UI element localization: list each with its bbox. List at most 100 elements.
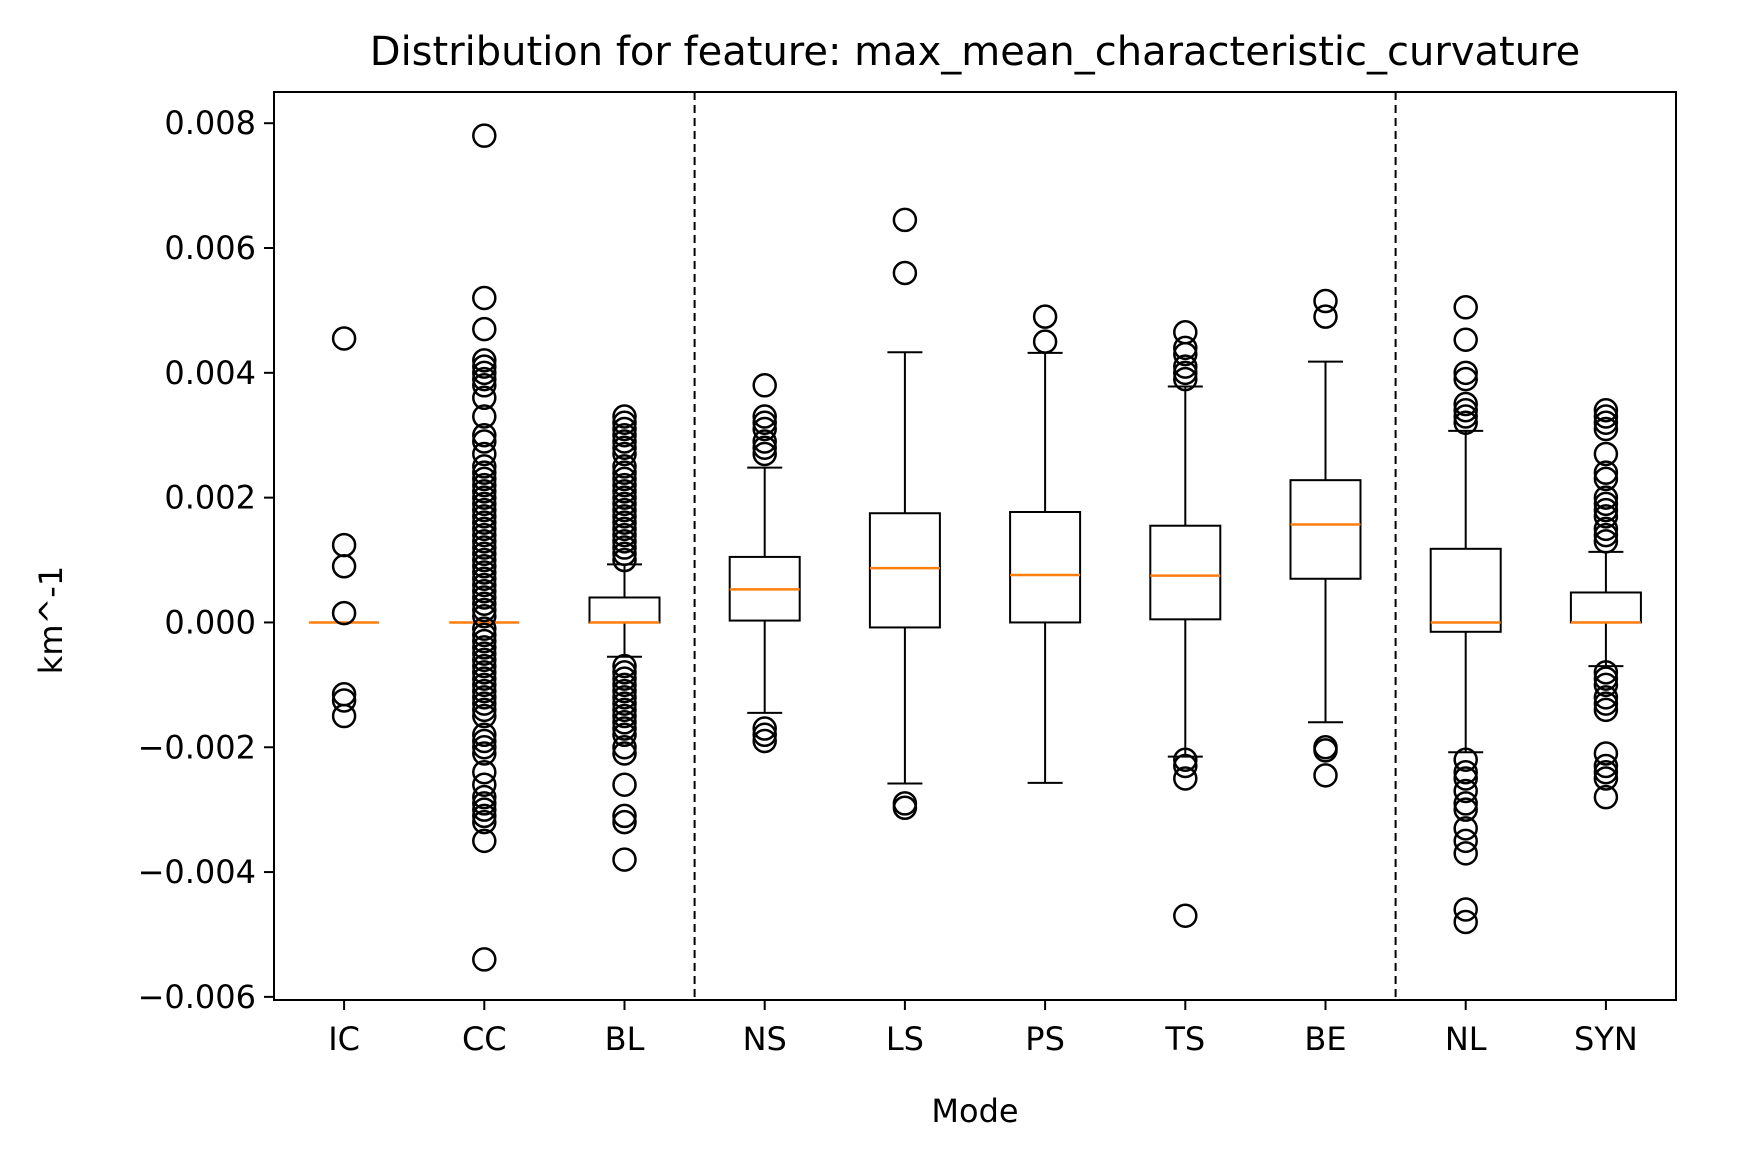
outlier-point [612, 429, 637, 454]
outlier-point [472, 285, 497, 311]
outlier-point [612, 497, 637, 523]
outlier-point [472, 529, 497, 554]
outlier-point [752, 373, 777, 398]
outlier-point [1173, 903, 1198, 929]
x-tick-label: LS [886, 1020, 924, 1058]
outlier-point [612, 672, 637, 698]
outlier-point [1453, 816, 1478, 841]
outlier-point [612, 847, 637, 872]
outlier-point [752, 435, 777, 460]
outlier-point [331, 600, 357, 626]
outlier-point [1032, 304, 1058, 329]
outlier-point [1313, 288, 1338, 314]
outlier-point [612, 435, 637, 460]
outlier-point [472, 578, 497, 604]
outlier-point [1593, 504, 1619, 529]
outlier-point [612, 472, 637, 498]
outlier-point [612, 666, 637, 691]
outlier-point [472, 491, 497, 517]
outlier-point [1453, 410, 1478, 435]
outlier-point [472, 560, 497, 585]
box-iqr [1009, 510, 1082, 624]
outlier-point [612, 522, 637, 548]
outlier-point [472, 585, 497, 610]
outlier-point [1453, 391, 1478, 417]
outlier-point [472, 784, 497, 810]
outlier-point [1313, 304, 1338, 329]
y-tick-label: −0.004 [138, 853, 256, 891]
outlier-point [612, 454, 637, 479]
outlier-point [612, 716, 637, 741]
outlier-point [612, 466, 637, 492]
outlier-point [1453, 797, 1478, 822]
outlier-point [612, 809, 637, 835]
outlier-point [1313, 763, 1338, 788]
outlier-point [1173, 341, 1198, 367]
outlier-point [472, 660, 497, 685]
outlier-point [472, 616, 497, 641]
outlier-point [472, 566, 497, 592]
outlier-point [1593, 666, 1619, 691]
outlier-point [1593, 759, 1619, 785]
outlier-point [1593, 672, 1619, 698]
outlier-point [612, 691, 637, 716]
y-tick-label: 0.002 [164, 479, 256, 517]
outlier-point [1173, 366, 1198, 392]
outlier-point [612, 703, 637, 729]
outlier-point [472, 722, 497, 748]
outlier-point [1593, 491, 1619, 517]
outlier-point [1593, 516, 1619, 542]
outlier-point [612, 678, 637, 704]
outlier-point [472, 123, 497, 148]
y-tick-label: −0.002 [138, 728, 256, 766]
outlier-point [1593, 529, 1619, 554]
outlier-point [472, 516, 497, 542]
outlier-point [612, 504, 637, 529]
outlier-point [472, 591, 497, 616]
outlier-point [612, 410, 637, 435]
outlier-point [612, 541, 637, 567]
outlier-point [472, 728, 497, 754]
outlier-point [1593, 466, 1619, 492]
outlier-point [472, 741, 497, 766]
outlier-point [1173, 766, 1198, 791]
outlier-point [1453, 327, 1478, 352]
outlier-point [612, 485, 637, 510]
outlier-point [1593, 697, 1619, 723]
outlier-point [752, 404, 777, 429]
outlier-point [472, 535, 497, 560]
outlier-point [1453, 897, 1478, 922]
outlier-point [1173, 360, 1198, 386]
outlier-point [612, 735, 637, 760]
outlier-point [472, 460, 497, 485]
outlier-point [472, 678, 497, 704]
outlier-point [612, 529, 637, 554]
y-tick-label: 0.008 [164, 104, 256, 142]
outlier-point [1313, 738, 1338, 763]
outlier-point [1453, 909, 1478, 935]
outlier-point [1453, 759, 1478, 785]
outlier-point [612, 535, 637, 560]
outlier-point [1173, 335, 1198, 361]
outlier-point [1593, 404, 1619, 429]
y-tick-label: 0.004 [164, 354, 256, 392]
outlier-point [752, 410, 777, 435]
outlier-point [472, 441, 497, 467]
outlier-point [472, 703, 497, 729]
outlier-point [1593, 485, 1619, 510]
outlier-point [472, 572, 497, 598]
outlier-point [612, 460, 637, 485]
outlier-point [472, 522, 497, 548]
outlier-point [1453, 841, 1478, 866]
outlier-point [472, 622, 497, 648]
box-iqr [868, 512, 941, 629]
x-tick-label: NL [1445, 1020, 1487, 1058]
outlier-point [472, 360, 497, 386]
outlier-point [612, 441, 637, 467]
outlier-point [1593, 410, 1619, 435]
outlier-point [1173, 354, 1198, 379]
outlier-point [1032, 329, 1058, 354]
box-iqr [1149, 524, 1222, 621]
